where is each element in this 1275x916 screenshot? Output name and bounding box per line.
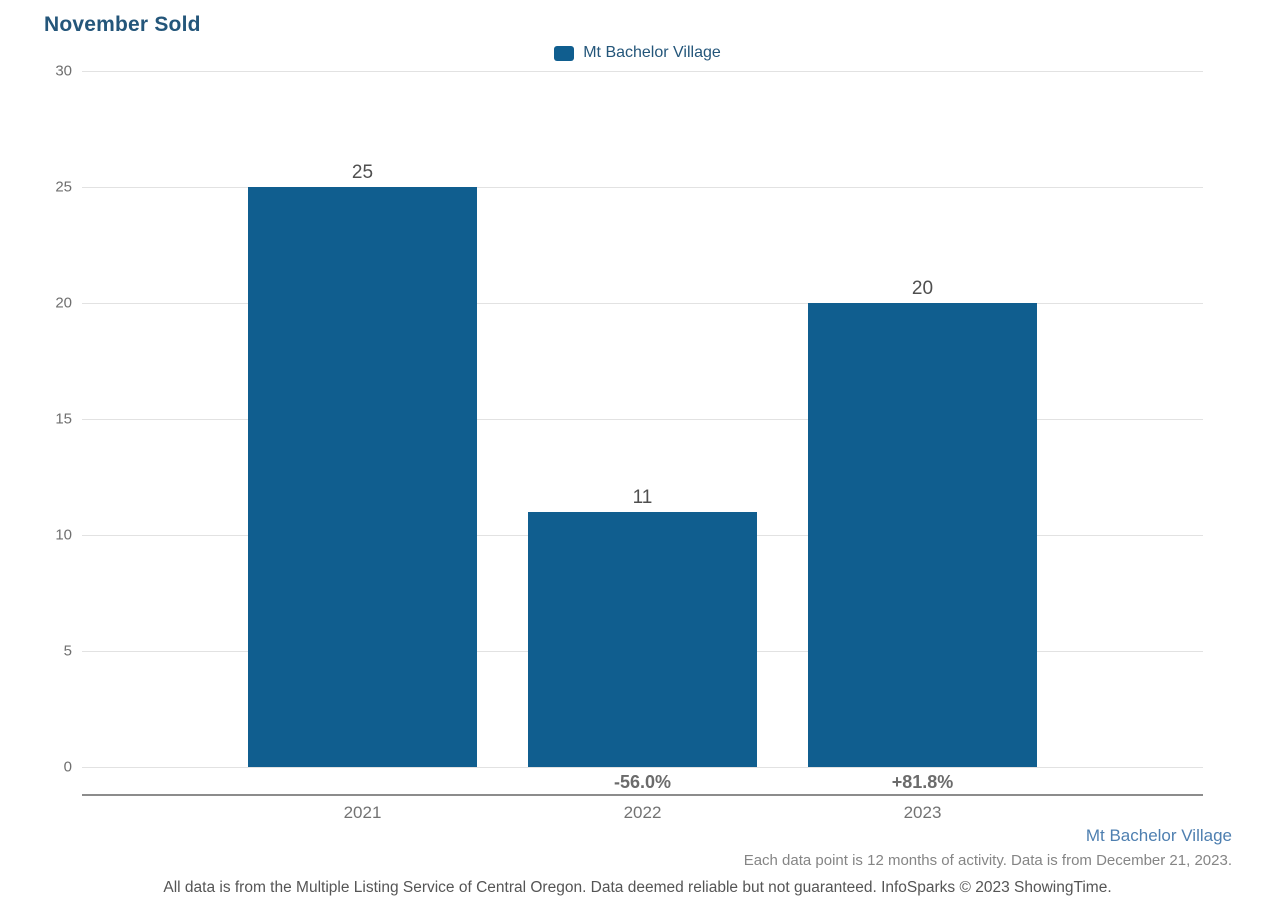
x-axis-line — [82, 794, 1203, 796]
bar[interactable] — [528, 511, 757, 767]
x-tick-label: 2022 — [623, 803, 662, 822]
y-tick-label: 15 — [55, 410, 72, 428]
bar[interactable] — [248, 187, 477, 767]
gridline — [82, 303, 1203, 304]
gridline — [82, 419, 1203, 420]
y-tick-label: 20 — [55, 294, 72, 312]
footer-series-label: Mt Bachelor Village — [1085, 826, 1232, 845]
pct-change-label: -56.0% — [613, 772, 672, 792]
x-tick-label: 2023 — [903, 803, 942, 822]
gridline — [82, 767, 1203, 768]
y-tick-label: 5 — [63, 642, 72, 660]
y-tick-label: 10 — [55, 526, 72, 544]
bar-value-label: 11 — [632, 486, 653, 508]
gridline — [82, 187, 1203, 188]
footer-disclaimer: All data is from the Multiple Listing Se… — [163, 879, 1112, 896]
bar-value-label: 25 — [351, 162, 374, 183]
footer-data-note: Each data point is 12 months of activity… — [743, 852, 1232, 869]
y-tick-label: 30 — [55, 62, 72, 80]
x-tick-label: 2021 — [343, 803, 382, 822]
chart-title: November Sold — [44, 13, 201, 36]
legend-swatch-icon — [554, 45, 575, 61]
gridline — [82, 71, 1203, 72]
bar[interactable] — [808, 303, 1037, 767]
pct-change-label: +81.8% — [891, 772, 954, 792]
bar-value-label: 20 — [911, 278, 934, 299]
legend: Mt Bachelor Village — [0, 44, 1275, 62]
legend-label: Mt Bachelor Village — [583, 44, 721, 61]
y-tick-label: 0 — [63, 758, 72, 776]
y-tick-label: 25 — [55, 178, 72, 196]
